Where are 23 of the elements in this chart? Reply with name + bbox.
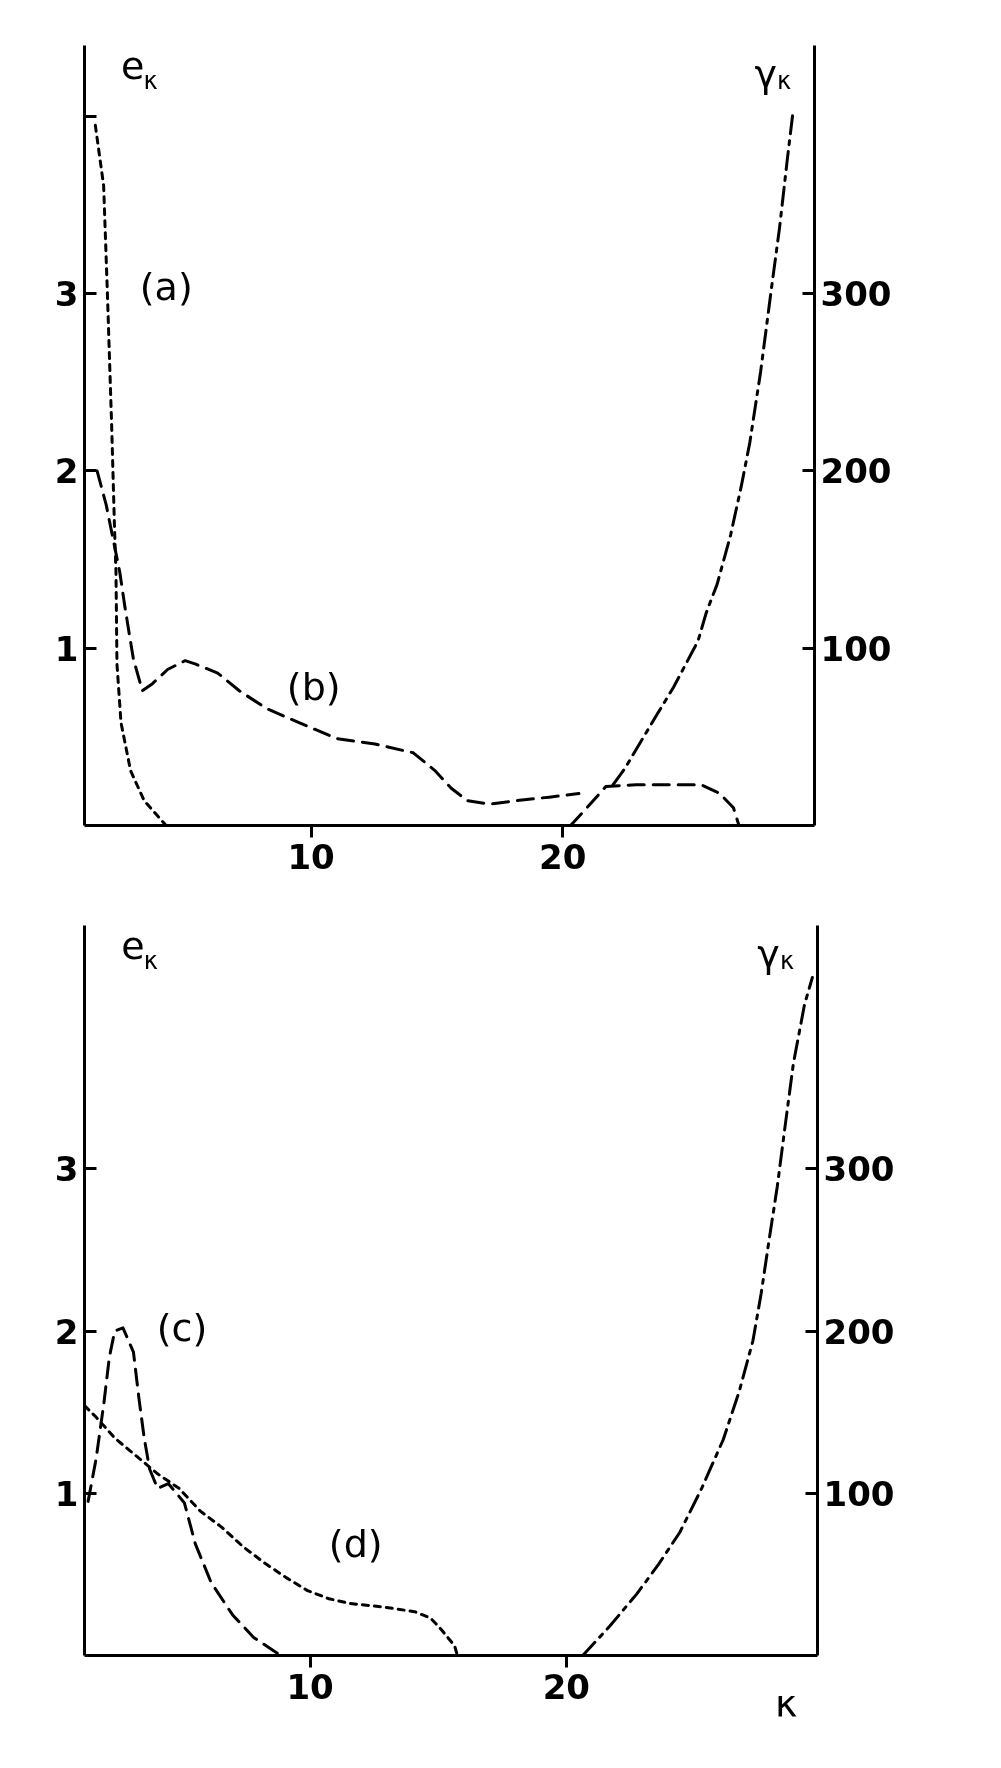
x-axis-title: κ (775, 1681, 798, 1726)
y-tick-label: 1 (54, 628, 79, 669)
y-tick-label: 1 (54, 1473, 79, 1514)
y2-axis-title: γκ (754, 51, 792, 96)
x-tick-label: 10 (286, 1666, 334, 1707)
y2-tick-label: 100 (823, 1473, 895, 1514)
y2-axis-title: γκ (757, 931, 795, 976)
y-tick-label: 3 (54, 274, 79, 315)
y-tick-label: 3 (54, 1149, 79, 1190)
y2-tick-label: 300 (820, 274, 892, 315)
x-tick-label: 20 (539, 836, 587, 877)
y2-tick-label: 300 (823, 1149, 895, 1190)
series-label: (c) (156, 1306, 208, 1351)
series-label: (b) (286, 664, 341, 709)
series-label: (d) (328, 1521, 383, 1566)
y2-tick-label: 200 (820, 451, 892, 492)
y-tick-label: 2 (54, 1311, 79, 1352)
x-tick-label: 20 (542, 1666, 590, 1707)
series-label: (a) (139, 265, 193, 310)
y2-tick-label: 100 (820, 628, 892, 669)
y-tick-label: 2 (54, 451, 79, 492)
y2-tick-label: 200 (823, 1311, 895, 1352)
x-tick-label: 10 (287, 836, 335, 877)
